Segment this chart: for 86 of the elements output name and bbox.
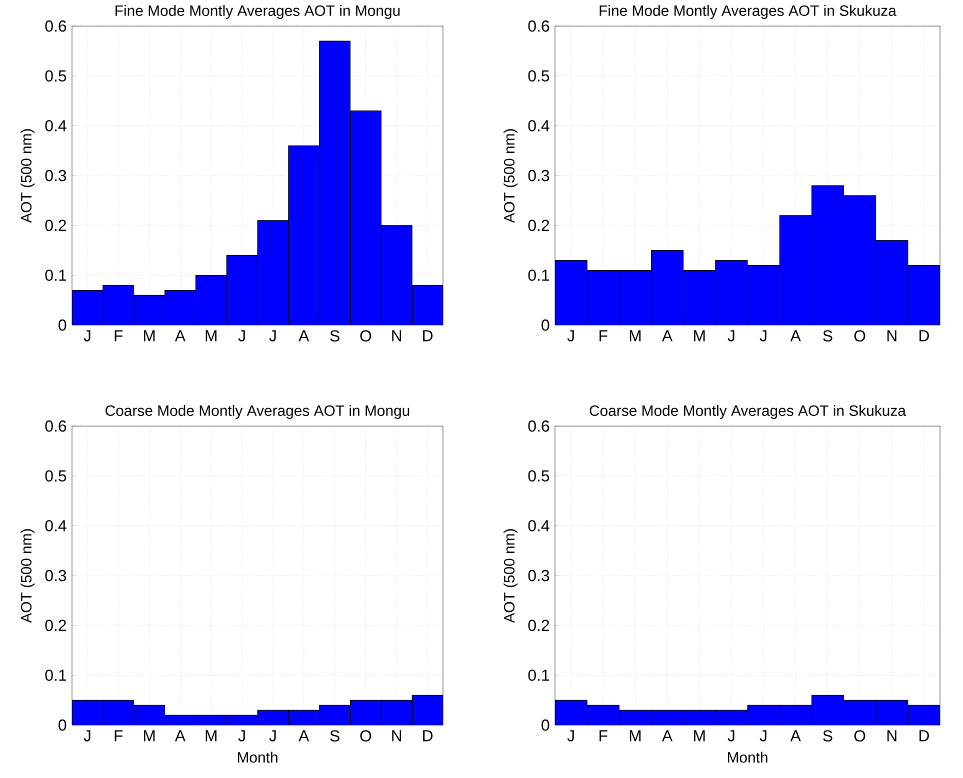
y-tick-label: 0.4 bbox=[528, 120, 550, 132]
y-tick-label: 0.6 bbox=[528, 420, 550, 432]
x-tick-label: M bbox=[630, 730, 641, 742]
y-tick-label: 0.6 bbox=[45, 20, 66, 32]
chart-title: Fine Mode Montly Averages AOT in Mongu bbox=[116, 4, 400, 19]
x-tick-label: S bbox=[330, 330, 340, 342]
x-tick-label: J bbox=[238, 330, 245, 342]
x-tick-label: M bbox=[694, 730, 705, 742]
y-tick-label: 0.2 bbox=[45, 220, 66, 232]
chart-title: Fine Mode Montly Averages AOT in Skukuza bbox=[600, 4, 896, 19]
x-tick-label: A bbox=[790, 330, 801, 342]
x-tick-label: J bbox=[760, 730, 766, 742]
y-tick-label: 0.5 bbox=[528, 70, 550, 82]
y-axis-title: AOT (500 nm) bbox=[504, 529, 518, 623]
chart-title: Coarse Mode Montly Averages AOT in Mongu bbox=[106, 404, 410, 419]
y-tick-label: 0.4 bbox=[45, 120, 66, 132]
x-tick-label: F bbox=[600, 330, 608, 342]
x-tick-label: J bbox=[269, 730, 276, 742]
y-tick-label: 0.6 bbox=[528, 20, 550, 32]
x-tick-label: D bbox=[423, 730, 433, 742]
y-tick-label: 0.3 bbox=[528, 170, 550, 182]
x-tick-label: A bbox=[298, 730, 310, 742]
x-tick-label: A bbox=[298, 330, 310, 342]
x-tick-label: J bbox=[84, 730, 90, 742]
x-tick-label: M bbox=[630, 330, 641, 342]
y-tick-label: 0.3 bbox=[45, 170, 66, 182]
x-tick-label: J bbox=[728, 330, 734, 342]
y-tick-label: 0.6 bbox=[45, 420, 66, 432]
y-tick-label: 0.2 bbox=[528, 620, 550, 632]
y-tick-label: 0.1 bbox=[528, 670, 550, 681]
y-axis-title: AOT (500 nm) bbox=[20, 129, 35, 223]
x-tick-label: A bbox=[174, 330, 186, 342]
x-tick-label: J bbox=[567, 730, 574, 742]
y-axis-title: AOT (500 nm) bbox=[504, 129, 518, 223]
y-tick-label: 0.2 bbox=[528, 220, 550, 232]
y-tick-label: 0.4 bbox=[45, 520, 66, 532]
y-tick-label: 0.5 bbox=[45, 70, 66, 82]
x-tick-label: S bbox=[330, 730, 340, 742]
y-tick-label: 0 bbox=[58, 319, 66, 331]
x-tick-label: N bbox=[392, 730, 402, 742]
x-tick-label: J bbox=[760, 330, 766, 342]
x-tick-label: O bbox=[360, 330, 372, 342]
y-tick-label: 0.5 bbox=[528, 470, 550, 482]
y-tick-label: 0.2 bbox=[45, 620, 66, 632]
x-tick-label: J bbox=[728, 730, 734, 742]
y-tick-label: 0.4 bbox=[528, 520, 550, 532]
chart-title: Coarse Mode Montly Averages AOT in Skukuza bbox=[590, 404, 906, 419]
x-tick-label: J bbox=[269, 330, 276, 342]
y-tick-label: 0.1 bbox=[45, 270, 66, 281]
x-tick-label: F bbox=[114, 330, 123, 342]
x-tick-label: O bbox=[854, 730, 866, 742]
x-tick-label: J bbox=[84, 330, 90, 342]
x-tick-label: N bbox=[887, 330, 896, 342]
y-tick-label: 0.3 bbox=[45, 570, 66, 582]
y-tick-label: 0.1 bbox=[45, 670, 66, 681]
x-tick-label: A bbox=[662, 330, 673, 342]
y-tick-label: 0.1 bbox=[528, 270, 550, 281]
x-tick-label: M bbox=[206, 330, 216, 342]
x-tick-label: N bbox=[392, 330, 402, 342]
x-tick-label: D bbox=[920, 730, 929, 742]
y-tick-label: 0 bbox=[542, 319, 550, 331]
y-tick-label: 0 bbox=[58, 719, 66, 731]
y-tick-label: 0.5 bbox=[45, 470, 66, 482]
x-tick-label: O bbox=[360, 730, 372, 742]
x-axis-title: Month bbox=[238, 752, 278, 763]
x-tick-label: N bbox=[887, 730, 896, 742]
x-tick-label: A bbox=[790, 730, 801, 742]
x-tick-label: F bbox=[114, 730, 123, 742]
x-tick-label: J bbox=[567, 330, 574, 342]
y-tick-label: 0 bbox=[542, 719, 550, 731]
x-tick-label: J bbox=[238, 730, 245, 742]
x-tick-label: A bbox=[174, 730, 186, 742]
x-tick-label: A bbox=[662, 730, 673, 742]
x-tick-label: M bbox=[206, 730, 216, 742]
y-tick-label: 0.3 bbox=[528, 570, 550, 582]
x-tick-label: M bbox=[144, 330, 155, 342]
x-tick-label: F bbox=[600, 730, 608, 742]
x-tick-label: D bbox=[423, 330, 433, 342]
x-tick-label: S bbox=[823, 330, 832, 342]
x-tick-label: O bbox=[854, 330, 866, 342]
x-tick-label: D bbox=[920, 330, 929, 342]
x-axis-title: Month bbox=[728, 752, 768, 763]
x-tick-label: M bbox=[694, 330, 705, 342]
x-tick-label: S bbox=[823, 730, 832, 742]
x-tick-label: M bbox=[144, 730, 155, 742]
y-axis-title: AOT (500 nm) bbox=[20, 529, 35, 623]
